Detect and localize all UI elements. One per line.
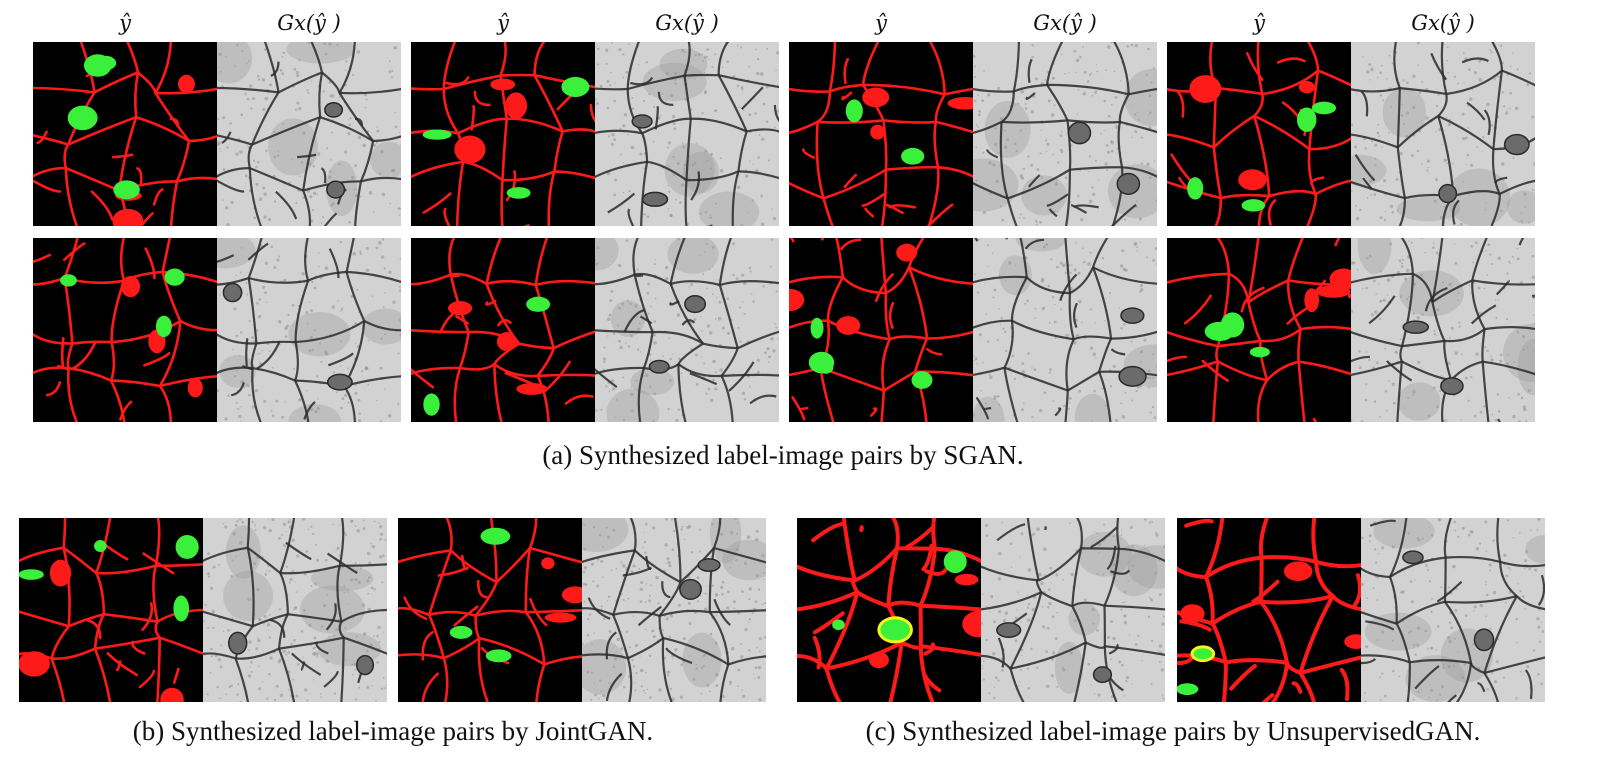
em-image-graphic xyxy=(217,42,401,226)
sgan-generated-em-image xyxy=(217,238,401,422)
sgan-generated-em-image xyxy=(973,238,1157,422)
jointgan-label-map xyxy=(19,518,203,702)
label-map-graphic xyxy=(398,518,582,702)
column-header-label-map-1: ŷ xyxy=(119,11,131,35)
label-map-graphic xyxy=(19,518,203,702)
label-map-graphic xyxy=(797,518,981,702)
unsupervisedgan-label-map xyxy=(1177,518,1361,702)
column-header-label-map-3: ŷ xyxy=(875,11,887,35)
jointgan-generated-em-image xyxy=(582,518,766,702)
em-image-graphic xyxy=(217,238,401,422)
unsupervisedgan-label-map xyxy=(797,518,981,702)
caption-a: (a) Synthesized label-image pairs by SGA… xyxy=(542,440,1024,470)
column-header-label-map-4: ŷ xyxy=(1253,11,1265,35)
sgan-label-map xyxy=(789,42,973,226)
em-image-graphic xyxy=(203,518,387,702)
em-image-graphic xyxy=(595,238,779,422)
sgan-label-map xyxy=(33,42,217,226)
label-map-graphic xyxy=(1167,42,1351,226)
sgan-generated-em-image xyxy=(595,238,779,422)
sgan-generated-em-image xyxy=(1351,238,1535,422)
sgan-generated-em-image xyxy=(973,42,1157,226)
label-map-graphic xyxy=(1177,518,1361,702)
label-map-graphic xyxy=(789,42,973,226)
em-image-graphic xyxy=(1361,518,1545,702)
label-map-graphic xyxy=(411,238,595,422)
sgan-generated-em-image xyxy=(217,42,401,226)
label-map-graphic xyxy=(411,42,595,226)
label-map-graphic xyxy=(33,238,217,422)
sgan-label-map xyxy=(411,238,595,422)
label-map-graphic xyxy=(33,42,217,226)
em-image-graphic xyxy=(595,42,779,226)
sgan-label-map xyxy=(789,238,973,422)
column-header-label-map-2: ŷ xyxy=(497,11,509,35)
jointgan-generated-em-image xyxy=(203,518,387,702)
unsupervisedgan-generated-em-image xyxy=(981,518,1165,702)
em-image-graphic xyxy=(1351,238,1535,422)
em-image-graphic xyxy=(973,42,1157,226)
sgan-label-map xyxy=(1167,42,1351,226)
column-header-generated-image-2: Gx(ŷ ) xyxy=(655,11,719,35)
sgan-label-map xyxy=(33,238,217,422)
unsupervisedgan-generated-em-image xyxy=(1361,518,1545,702)
column-header-generated-image-1: Gx(ŷ ) xyxy=(277,11,341,35)
column-header-generated-image-3: Gx(ŷ ) xyxy=(1033,11,1097,35)
sgan-generated-em-image xyxy=(595,42,779,226)
column-header-generated-image-4: Gx(ŷ ) xyxy=(1411,11,1475,35)
em-image-graphic xyxy=(582,518,766,702)
sgan-label-map xyxy=(1167,238,1351,422)
label-map-graphic xyxy=(1167,238,1351,422)
sgan-generated-em-image xyxy=(1351,42,1535,226)
em-image-graphic xyxy=(1351,42,1535,226)
em-image-graphic xyxy=(981,518,1165,702)
em-image-graphic xyxy=(973,238,1157,422)
jointgan-label-map xyxy=(398,518,582,702)
sgan-label-map xyxy=(411,42,595,226)
caption-b: (b) Synthesized label-image pairs by Joi… xyxy=(132,716,654,746)
caption-c: (c) Synthesized label-image pairs by Uns… xyxy=(865,716,1481,746)
label-map-graphic xyxy=(789,238,973,422)
